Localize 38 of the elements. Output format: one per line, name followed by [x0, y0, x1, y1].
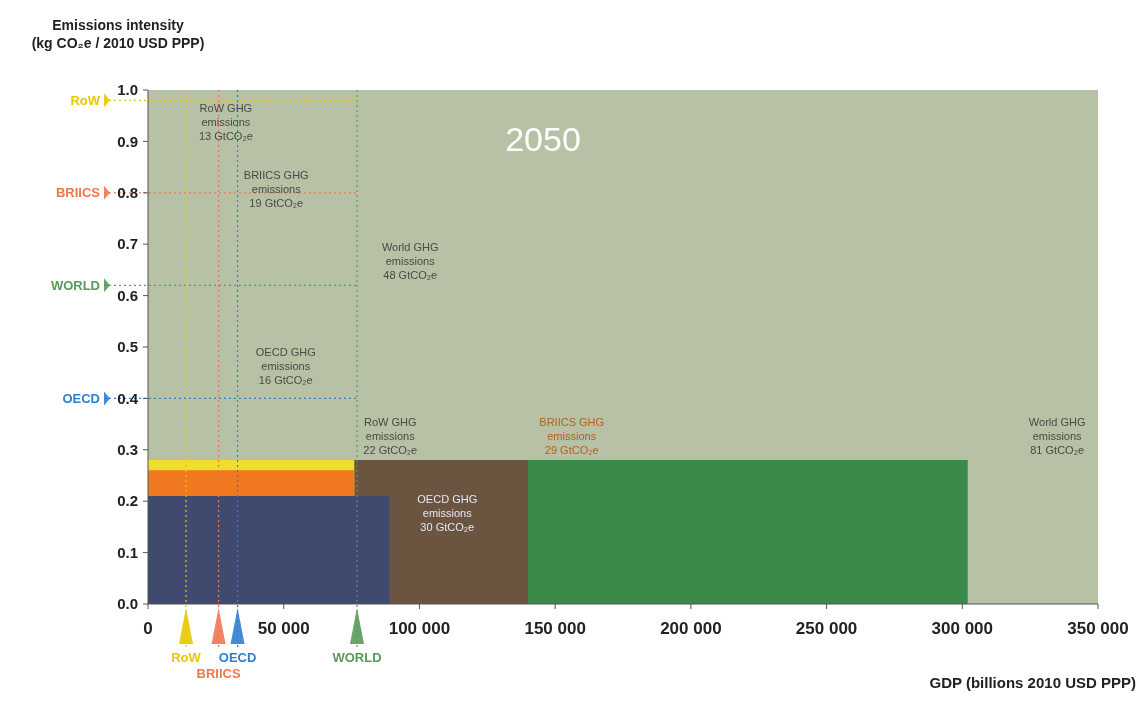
annotation: RoW GHG emissions 13 GtCO₂e: [199, 101, 253, 142]
x-tick-label: 350 000: [1067, 619, 1129, 638]
annotation: BRIICS GHG emissions 19 GtCO₂e: [243, 168, 309, 209]
y-tick-label: 0.6: [117, 286, 138, 304]
x-tick-label: 200 000: [660, 619, 722, 638]
ref-line-label: RoW: [171, 650, 202, 665]
ref-line-label: OECD: [62, 390, 100, 406]
y-tick-label: 0.9: [117, 132, 138, 150]
y-axis-title: Emissions intensity (kg CO₂e / 2010 USD PPP): [31, 17, 205, 51]
y-tick-label: 0.5: [117, 338, 138, 356]
y-tick-label: 0.1: [117, 543, 138, 561]
annotation: World GHG emissions 48 GtCO₂e: [381, 240, 439, 281]
ref-line-label: OECD: [218, 650, 257, 665]
ref-line-label: BRIICS: [55, 185, 101, 201]
ref-line-label: BRIICS: [196, 666, 241, 681]
x-tick-label: 0: [143, 619, 153, 638]
ref-line-label: RoW: [70, 92, 101, 108]
annotation: World GHG emissions 81 GtCO₂e: [1028, 415, 1086, 456]
y-tick-label: 0.7: [117, 235, 138, 253]
y-tick-label: 0.2: [117, 492, 138, 510]
text: 2050: [505, 120, 581, 159]
x-tick-label: 50 000: [257, 619, 310, 638]
annotation: BRIICS GHG emissions 29 GtCO₂e: [539, 415, 605, 456]
x-tick-label: 150 000: [524, 619, 586, 638]
x-tick-label: 300 000: [931, 619, 994, 638]
x-tick-label: 100 000: [388, 619, 451, 638]
x-axis-title: GDP (billions 2010 USD PPP): [929, 674, 1136, 691]
y-tick-label: 1.0: [117, 81, 138, 99]
annotation: OECD GHG emissions 16 GtCO₂e: [255, 346, 316, 387]
x-tick-label: 250 000: [795, 619, 858, 638]
annotation: RoW GHG emissions 22 GtCO₂e: [363, 415, 418, 456]
ref-line-label: WORLD: [332, 650, 382, 665]
y-tick-label: 0.3: [117, 441, 138, 459]
annotation: OECD GHG emissions 30 GtCO₂e: [417, 492, 478, 533]
y-tick-label: 0.4: [117, 389, 139, 407]
ref-line-label: WORLD: [50, 277, 100, 293]
y-tick-label: 0.0: [117, 595, 138, 613]
y-tick-label: 0.8: [117, 184, 138, 202]
